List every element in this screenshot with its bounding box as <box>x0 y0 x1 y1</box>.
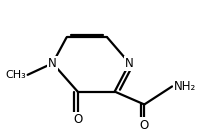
Text: CH₃: CH₃ <box>5 70 26 80</box>
Text: O: O <box>140 119 149 132</box>
Text: NH₂: NH₂ <box>174 80 196 93</box>
Text: O: O <box>73 113 82 126</box>
Text: N: N <box>48 57 57 70</box>
Text: N: N <box>125 57 134 70</box>
